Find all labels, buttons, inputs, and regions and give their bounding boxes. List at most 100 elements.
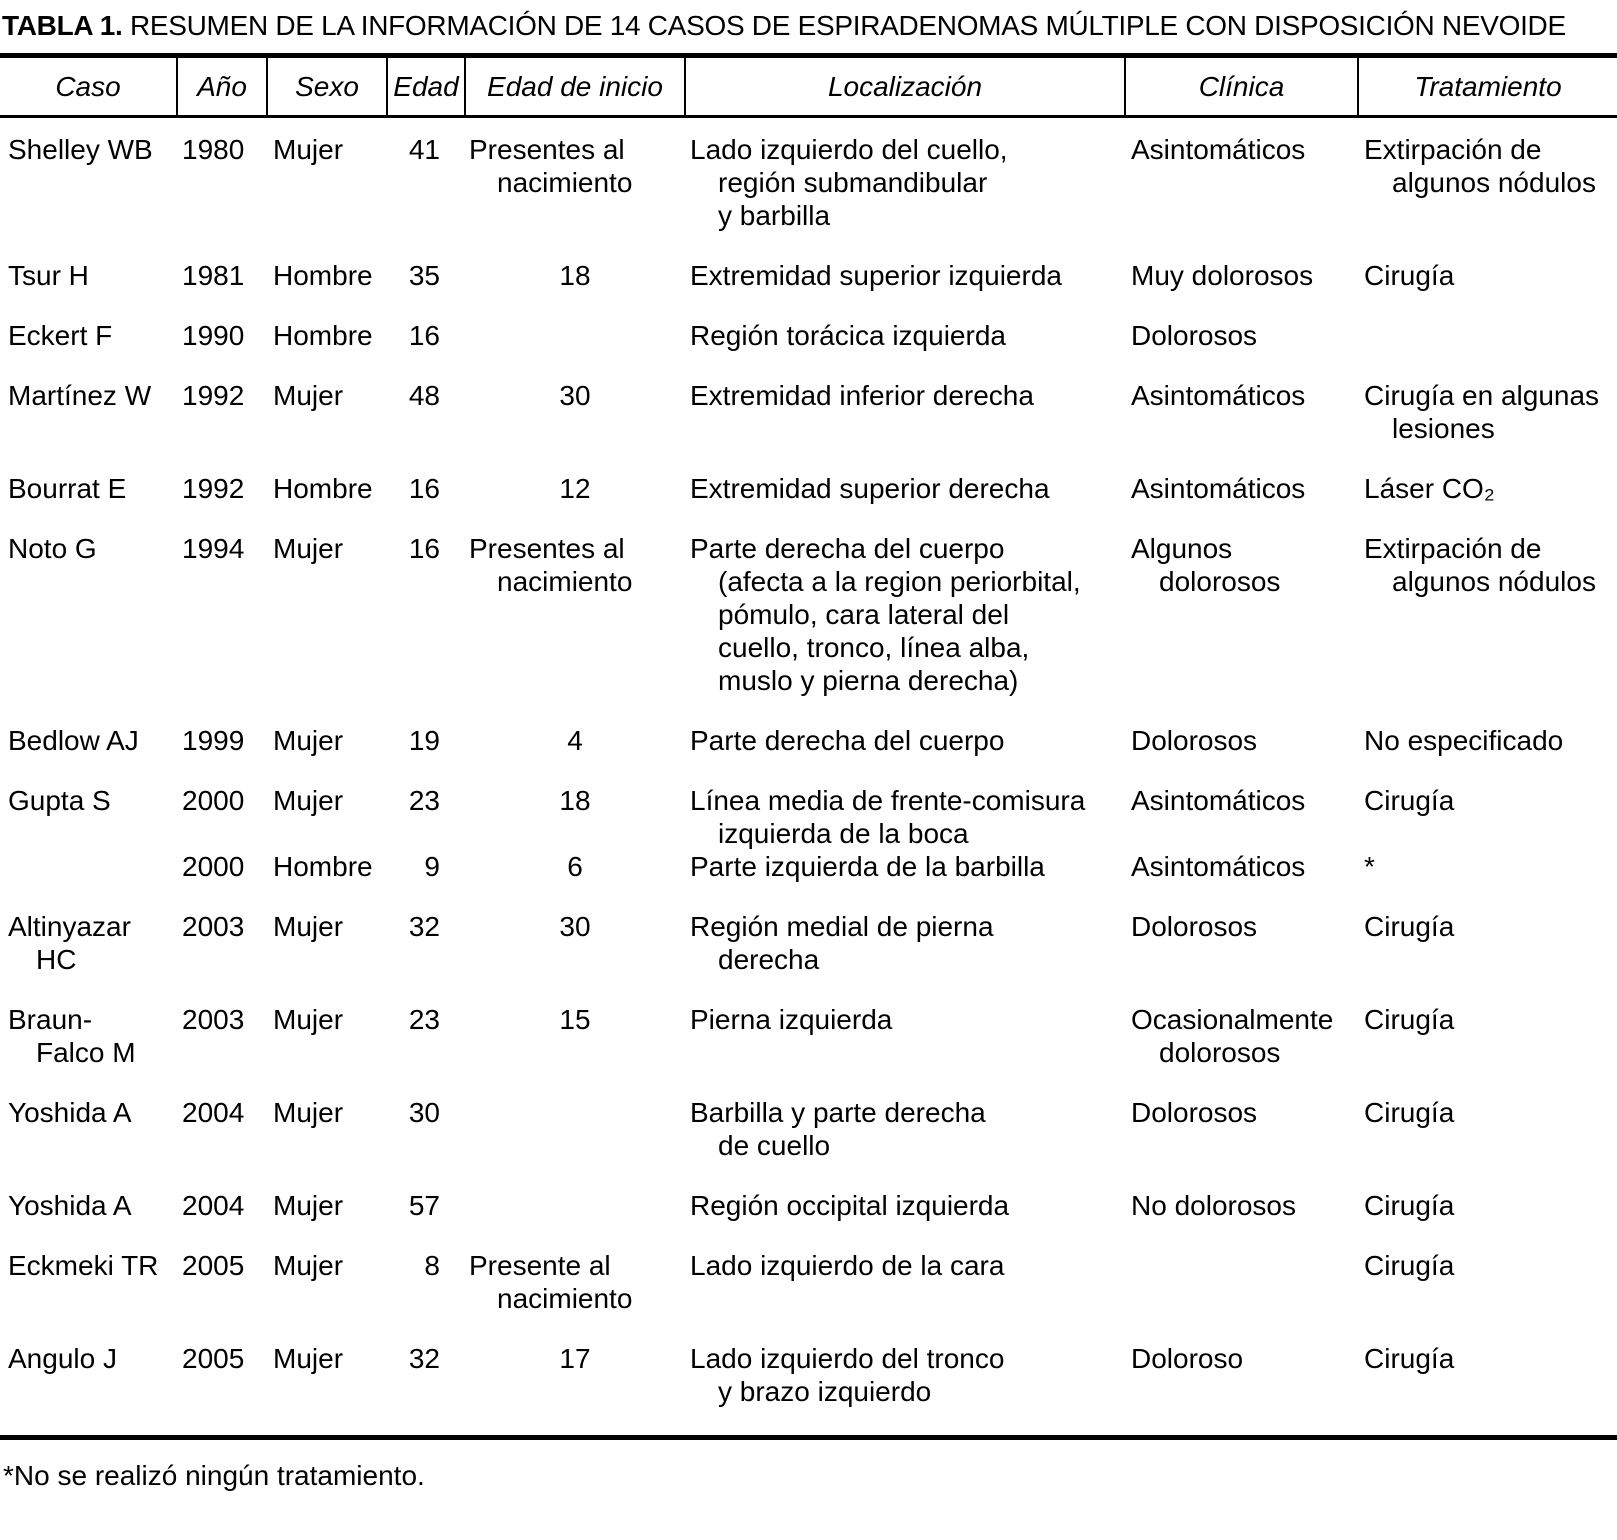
cell-caso: Bedlow AJ (8, 725, 139, 756)
cell-localizacion: Lado izquierdo del cuello, región submand… (685, 117, 1125, 260)
cell-sexo: Hombre (273, 851, 373, 882)
cell-caso: Eckmeki TR (8, 1250, 159, 1281)
table-row: Eckmeki TR 2005 Mujer 8 Presente al nacimient… (0, 1249, 1617, 1342)
cell-caso: Altinyazar HC (0, 910, 177, 1003)
cell-clinica: Ocasionalmente dolorosos (1125, 1003, 1358, 1096)
cell-ano: 2000 (182, 785, 245, 816)
cell-ano: 1980 (182, 134, 245, 165)
table-footnote: *No se realizó ningún tratamiento. (3, 1460, 425, 1491)
cell-edad: 16 (408, 320, 440, 351)
cell-clinica: Dolorosos (1131, 725, 1258, 756)
cell-tratamiento: Cirugía (1364, 1004, 1455, 1035)
cell-tratamiento: Cirugía (1364, 1190, 1455, 1221)
cell-ano: 2003 (182, 1004, 245, 1035)
table-row: Yoshida A 2004 Mujer 30 Barbilla y parte der… (0, 1096, 1617, 1189)
cell-tratamiento: No especificado (1364, 725, 1564, 756)
cell-ano: 2005 (182, 1343, 245, 1374)
cell-sexo: Mujer (273, 533, 344, 564)
cell-inicio: 4 (567, 725, 583, 756)
cell-localizacion: Parte derecha del cuerpo (690, 725, 1005, 756)
cell-localizacion: Lado izquierdo del tronco y brazo izquier… (685, 1342, 1125, 1438)
cell-sexo: Mujer (273, 785, 344, 816)
table-row: Bourrat E 1992 Hombre 16 12 Extremidad superi… (0, 472, 1617, 532)
cell-clinica: Asintomáticos (1131, 134, 1306, 165)
cell-edad: 8 (424, 1250, 440, 1281)
cell-caso: Martínez W (8, 380, 152, 411)
cell-clinica: Asintomáticos (1131, 851, 1306, 882)
cell-edad: 23 (408, 785, 440, 816)
cell-line-continuation: nacimiento (497, 1283, 633, 1314)
cell-line-continuation: nacimiento (497, 167, 633, 198)
cell-edad: 23 (408, 1004, 440, 1035)
cell-line-continuation: dolorosos (1159, 566, 1281, 597)
cell-inicio: 18 (559, 260, 591, 291)
cell-inicio: Presentes al nacimiento (465, 532, 685, 724)
cell-edad: 16 (408, 533, 440, 564)
column-header-caso: Caso (0, 55, 177, 118)
cell-ano: 2004 (182, 1097, 245, 1128)
cell-ano: 1992 (182, 380, 245, 411)
cell-ano: 2000 (182, 851, 245, 882)
cell-clinica: Asintomáticos (1131, 473, 1306, 504)
cell-sexo: Mujer (273, 911, 344, 942)
cell-clinica: Dolorosos (1131, 911, 1258, 942)
cell-sexo: Hombre (273, 473, 373, 504)
cell-clinica: Dolorosos (1131, 1097, 1258, 1128)
cases-table: Caso Año Sexo Edad Edad de inicio Localizació… (0, 53, 1617, 1440)
table-row: Noto G 1994 Mujer 16 Presentes al nacimiento P… (0, 532, 1617, 724)
table-row: Tsur H 1981 Hombre 35 18 Extremidad superior … (0, 259, 1617, 319)
cell-edad: 32 (408, 911, 440, 942)
table-row: Bedlow AJ 1999 Mujer 19 4 Parte derecha del c… (0, 724, 1617, 784)
cell-tratamiento: Cirugía (1364, 1097, 1455, 1128)
cell-caso: Angulo J (8, 1343, 117, 1374)
cell-caso (0, 850, 177, 910)
cell-line-continuation: Falco M (36, 1037, 136, 1068)
cell-inicio: 15 (559, 1004, 591, 1035)
cell-caso: Yoshida A (8, 1190, 132, 1221)
table-row: Eckert F 1990 Hombre 16 Región torácica izqu… (0, 319, 1617, 379)
cell-clinica: No dolorosos (1131, 1190, 1296, 1221)
column-header-clinica: Clínica (1124, 55, 1358, 118)
cell-localizacion: Región occipital izquierda (690, 1190, 1010, 1221)
cell-inicio: 12 (559, 473, 591, 504)
cell-localizacion: Extremidad inferior derecha (690, 380, 1034, 411)
cell-sexo: Mujer (273, 1190, 344, 1221)
cell-inicio (465, 1096, 685, 1189)
cell-edad: 57 (408, 1190, 440, 1221)
table-title-label: TABLA 1. (2, 10, 123, 41)
cell-tratamiento: Extirpación de algunos nódulos (1358, 532, 1617, 724)
cell-line-continuation: dolorosos (1159, 1037, 1281, 1068)
cell-inicio: 30 (559, 380, 591, 411)
cell-sexo: Mujer (273, 1343, 344, 1374)
column-header-inicio: Edad de inicio (464, 55, 685, 118)
cell-edad: 32 (408, 1343, 440, 1374)
cell-localizacion: Parte derecha del cuerpo (afecta a la reg… (685, 532, 1125, 724)
cell-localizacion: Región torácica izquierda (690, 320, 1006, 351)
cell-clinica: Asintomáticos (1131, 380, 1306, 411)
cell-ano: 2004 (182, 1190, 245, 1221)
cell-sexo: Mujer (273, 380, 344, 411)
cell-line-continuation: y brazo izquierdo (718, 1376, 932, 1407)
cell-localizacion: Pierna izquierda (690, 1004, 893, 1035)
column-header-tratamiento: Tratamiento (1357, 55, 1617, 118)
column-header-ano: Año (176, 55, 267, 118)
cell-line-continuation: (afecta a la region periorbital, (718, 566, 1081, 597)
cell-line-continuation: algunos nódulos (1392, 167, 1596, 198)
cell-edad: 16 (408, 473, 440, 504)
cell-clinica (1125, 1249, 1358, 1342)
cell-ano: 1990 (182, 320, 245, 351)
cell-edad: 48 (408, 380, 440, 411)
cell-sexo: Mujer (273, 1250, 344, 1281)
cell-caso: Tsur H (8, 260, 89, 291)
table-title-text: RESUMEN DE LA INFORMACIÓN DE 14 CASOS DE… (129, 10, 1566, 41)
cell-tratamiento: Cirugía (1364, 1250, 1455, 1281)
cell-inicio (465, 1189, 685, 1249)
table-row: Gupta S 2000 Mujer 23 18 Línea media de frent… (0, 784, 1617, 850)
cell-edad: 9 (424, 851, 440, 882)
cell-tratamiento: * (1364, 851, 1375, 882)
column-header-edad: Edad (386, 55, 465, 118)
cell-tratamiento: Cirugía en algunas lesiones (1358, 379, 1617, 472)
cell-line-continuation: nacimiento (497, 566, 633, 597)
cell-line-continuation: y barbilla (718, 200, 831, 231)
cell-sexo: Mujer (273, 1097, 344, 1128)
